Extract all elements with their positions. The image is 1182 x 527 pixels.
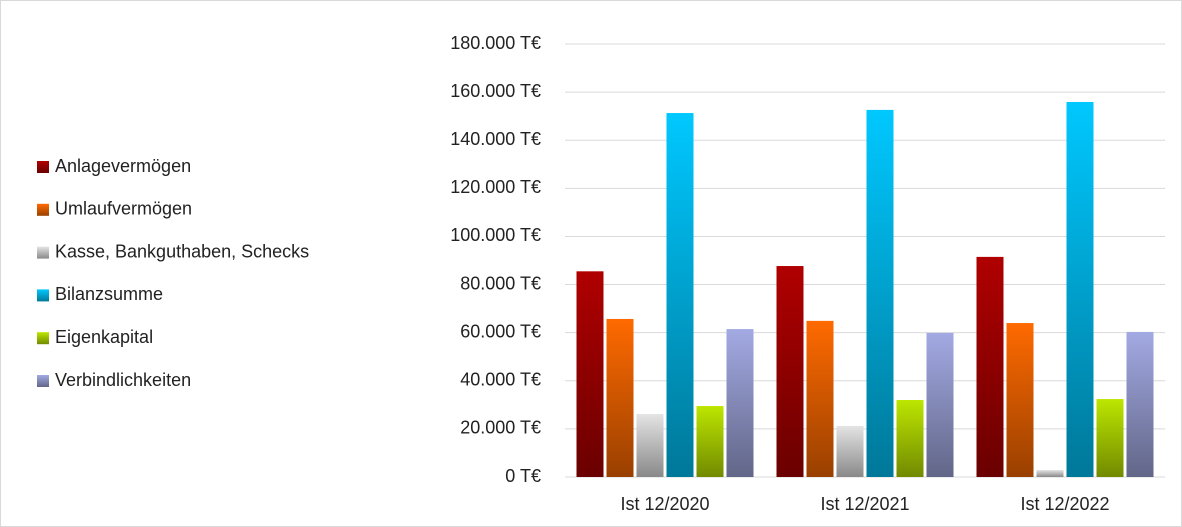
y-tick-label: 20.000 T€ [460, 418, 541, 438]
legend-swatch [37, 375, 49, 387]
y-tick-label: 180.000 T€ [450, 33, 541, 53]
legend-swatch [37, 246, 49, 259]
y-tick-label: 0 T€ [505, 466, 541, 486]
y-tick-label: 160.000 T€ [450, 81, 541, 101]
bar [926, 332, 954, 477]
legend-label: Verbindlichkeiten [55, 370, 191, 390]
bar [776, 266, 804, 477]
legend-label: Umlaufvermögen [55, 199, 192, 219]
bar [1036, 470, 1064, 477]
legend-swatch [37, 161, 49, 173]
legend-label: Anlagevermögen [55, 156, 191, 176]
bar [726, 329, 754, 477]
legend-swatch [37, 203, 49, 216]
bar [896, 400, 924, 477]
bar [696, 406, 724, 477]
bar [806, 320, 834, 477]
bar [976, 256, 1004, 477]
y-tick-label: 60.000 T€ [460, 321, 541, 341]
bar [836, 426, 864, 477]
bar [1126, 331, 1154, 477]
bar [666, 113, 694, 478]
bar [1006, 323, 1034, 477]
y-tick-label: 80.000 T€ [460, 273, 541, 293]
y-tick-label: 100.000 T€ [450, 225, 541, 245]
y-tick-label: 40.000 T€ [460, 370, 541, 390]
legend-swatch [37, 332, 49, 345]
bar [636, 413, 664, 477]
legend-label: Eigenkapital [55, 327, 153, 347]
x-tick-label: Ist 12/2022 [1020, 494, 1109, 514]
bar [866, 109, 894, 477]
x-tick-label: Ist 12/2020 [620, 494, 709, 514]
x-tick-label: Ist 12/2021 [820, 494, 909, 514]
y-tick-label: 140.000 T€ [450, 129, 541, 149]
bar [606, 318, 634, 477]
legend-label: Bilanzsumme [55, 284, 163, 304]
y-tick-label: 120.000 T€ [450, 177, 541, 197]
legend-label: Kasse, Bankguthaben, Schecks [55, 241, 309, 261]
bar [576, 271, 604, 477]
legend-swatch [37, 289, 49, 302]
bar [1066, 101, 1094, 478]
bar [1096, 399, 1124, 477]
